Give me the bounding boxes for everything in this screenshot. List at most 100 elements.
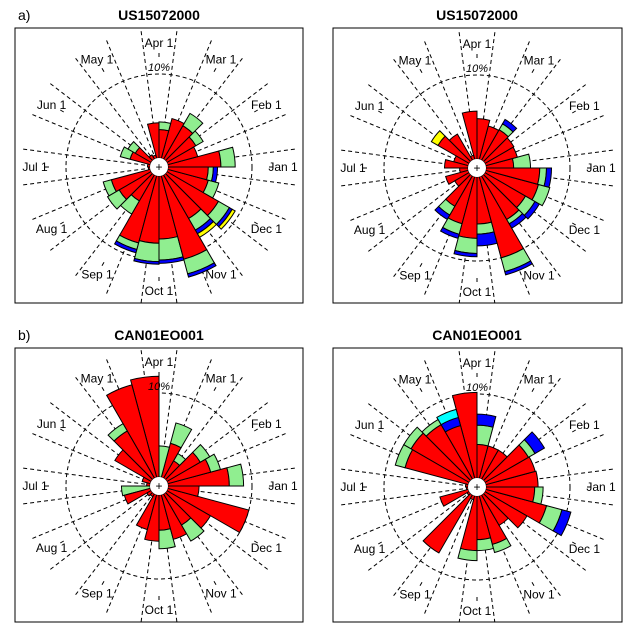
month-tick	[572, 110, 576, 114]
month-tick	[213, 581, 217, 585]
month-label: Apr 1	[145, 36, 174, 50]
bar-bin-24-blue	[543, 167, 553, 188]
plot-frame	[332, 347, 623, 623]
radial-gridline	[347, 172, 465, 223]
radial-gridline	[422, 38, 473, 156]
plot-area: + Jan 1 Feb 1 Mar 1 Apr 1 May 1 Jun 1 Jul 1 Aug …	[338, 348, 616, 622]
month-tick	[531, 582, 535, 586]
panel-a-left: a) US15072000 + Jan 1 Feb 1 Mar 1 Apr 1 May 1…	[14, 7, 304, 304]
month-label: Jan 1	[268, 160, 298, 174]
month-tick	[254, 428, 258, 432]
panel-tag: a)	[18, 7, 30, 23]
month-tick	[378, 222, 382, 226]
month-tick	[213, 387, 217, 391]
plot-frame	[14, 27, 304, 304]
month-label: Jun 1	[355, 99, 385, 113]
month-tick	[419, 582, 423, 586]
radial-gridline	[347, 113, 465, 164]
bar-bin-1-green	[226, 463, 245, 487]
radial-gridline	[338, 169, 464, 187]
ring-label: 10%	[466, 382, 488, 394]
bar-bin-15-green	[106, 189, 128, 210]
month-tick	[101, 68, 105, 72]
month-tick	[60, 109, 64, 113]
month-label: Feb 1	[569, 99, 600, 113]
bar-bin-24-blue	[210, 166, 219, 183]
center-marker: +	[473, 480, 480, 494]
month-label: Sep 1	[399, 587, 431, 601]
bar-bin-9-green	[107, 422, 128, 442]
month-label: Jan 1	[586, 161, 616, 175]
month-label: Oct 1	[463, 604, 492, 618]
bar-bin-6-green	[158, 121, 172, 132]
month-label: Jun 1	[37, 417, 67, 431]
bar-bin-3-green	[191, 443, 211, 463]
panel-title: US15072000	[118, 7, 200, 23]
bar-bin-4-green	[182, 112, 204, 135]
month-tick	[378, 110, 382, 114]
bar-bin-20-blue	[187, 262, 217, 278]
month-tick	[419, 263, 423, 267]
panel-title: US15072000	[436, 7, 518, 23]
center-marker: +	[155, 160, 162, 174]
bar-bin-18-green	[133, 239, 160, 263]
radial-gridline	[167, 55, 245, 157]
radial-gridline	[487, 176, 589, 254]
month-label: Mar 1	[206, 53, 237, 67]
month-label: Feb 1	[251, 417, 282, 431]
bar-bin-5-green	[169, 422, 193, 449]
month-tick	[378, 541, 382, 545]
month-label: Nov 1	[205, 267, 237, 281]
bar-bin-18-blue	[453, 249, 478, 258]
month-label: Jul 1	[340, 161, 366, 175]
plot-area: + Jan 1 Feb 1 Mar 1 Apr 1 May 1 Jun 1 Jul 1 Aug …	[20, 28, 298, 303]
radial-gridline	[73, 55, 151, 157]
month-label: Sep 1	[81, 586, 113, 600]
month-label: Jun 1	[37, 98, 67, 112]
month-label: Jul 1	[22, 160, 48, 174]
month-tick	[531, 69, 535, 73]
month-label: Sep 1	[399, 268, 431, 282]
month-label: Dec 1	[251, 541, 283, 555]
bar-bin-11-green	[119, 146, 134, 160]
month-label: Oct 1	[463, 285, 492, 299]
radial-gridline	[20, 148, 146, 166]
bar-bin-18-blue	[133, 257, 160, 265]
bar-bin-10-yellow	[430, 130, 446, 147]
month-label: May 1	[399, 373, 432, 387]
bar-bin-23-green	[202, 179, 220, 199]
month-label: Mar 1	[524, 373, 555, 387]
bar-bin-11-green	[394, 444, 414, 469]
month-label: Mar 1	[206, 372, 237, 386]
radial-gridline	[104, 37, 155, 155]
radial-gridline	[29, 431, 147, 482]
month-tick	[60, 540, 64, 544]
bar-bin-6-green	[476, 424, 494, 447]
month-tick	[101, 262, 105, 266]
radial-gridline	[47, 175, 149, 253]
month-tick	[254, 221, 258, 225]
plot-area: + Jan 1 Feb 1 Mar 1 Apr 1 May 1 Jun 1 Jul 1 Aug …	[20, 348, 298, 622]
radial-gridline	[73, 496, 151, 598]
month-label: Aug 1	[36, 222, 68, 236]
radial-gridline	[338, 468, 464, 486]
month-tick	[419, 388, 423, 392]
month-tick	[60, 221, 64, 225]
month-label: Jun 1	[355, 418, 385, 432]
month-tick	[531, 388, 535, 392]
month-label: Dec 1	[251, 222, 283, 236]
ring-gridline-10pct	[383, 74, 571, 262]
month-label: Nov 1	[205, 586, 237, 600]
radial-gridline	[365, 176, 467, 254]
bar-bin-18-green	[457, 547, 478, 562]
bar-bin-21-green	[180, 517, 205, 542]
month-label: Oct 1	[145, 603, 174, 617]
month-tick	[378, 429, 382, 433]
center-hole	[468, 159, 486, 177]
bar-bin-24-green	[532, 486, 544, 505]
month-label: Aug 1	[36, 541, 68, 555]
month-label: Dec 1	[569, 542, 601, 556]
month-label: Jan 1	[586, 480, 616, 494]
panel-tag: b)	[18, 327, 30, 343]
bar-bin-8-cyan	[436, 408, 459, 426]
